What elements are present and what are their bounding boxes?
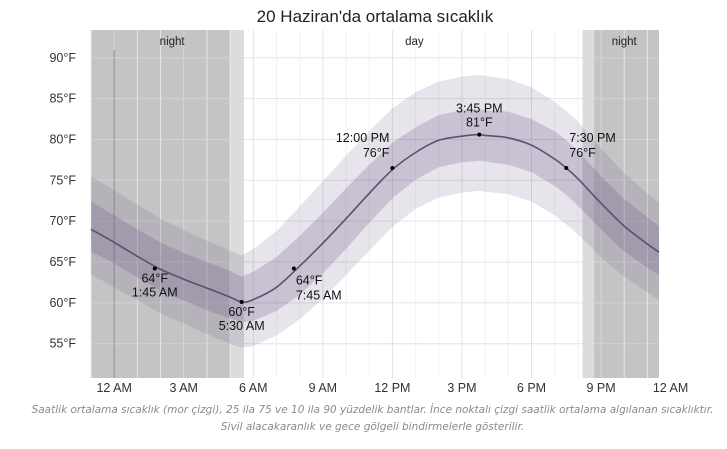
percentile-bands <box>91 74 659 348</box>
night-day-shading <box>91 30 659 378</box>
annotation-1-bottom: 5:30 AM <box>219 319 265 333</box>
xtick-label-6: 6 PM <box>517 381 546 395</box>
marker-2 <box>291 266 296 271</box>
annotation-5-bottom: 76°F <box>569 146 596 160</box>
gridlines <box>90 30 659 378</box>
night-shade-0 <box>91 30 240 378</box>
ytick-label-55: 55°F <box>49 337 76 351</box>
chart-title: 20 Haziran'da ortalama sıcaklık <box>257 7 494 26</box>
marker-1 <box>239 300 244 305</box>
twilight-shade-1 <box>582 30 595 378</box>
ytick-label-85: 85°F <box>49 92 76 106</box>
marker-5 <box>564 166 569 171</box>
xtick-label-5: 3 PM <box>447 381 476 395</box>
annotation-0-bottom: 1:45 AM <box>132 286 178 300</box>
xtick-label-3: 9 AM <box>309 381 338 395</box>
annotation-0-top: 64°F <box>141 272 168 286</box>
xtick-label-0: 12 AM <box>96 381 131 395</box>
marker-4 <box>477 132 482 137</box>
band-25-75 <box>91 109 659 323</box>
annotation-4-bottom: 81°F <box>466 116 493 130</box>
night-shade-2 <box>594 30 659 378</box>
temperature-chart: 20 Haziran'da ortalama sıcaklık 55°F 60°F… <box>49 7 688 395</box>
xtick-label-1: 3 AM <box>169 381 198 395</box>
xtick-label-8: 12 AM <box>653 381 688 395</box>
annotation-5-top: 7:30 PM <box>569 131 616 145</box>
annotation-3-top: 12:00 PM <box>336 131 390 145</box>
ytick-label-75: 75°F <box>49 173 76 187</box>
annotation-2-top: 64°F <box>296 274 323 288</box>
ytick-label-90: 90°F <box>49 51 76 65</box>
annotation-4-top: 3:45 PM <box>456 102 503 116</box>
ytick-label-60: 60°F <box>49 296 76 310</box>
annotation-1-top: 60°F <box>228 305 255 319</box>
period-label-2: night <box>612 36 638 48</box>
ytick-label-80: 80°F <box>49 132 76 146</box>
annotation-2-bottom: 7:45 AM <box>296 289 342 303</box>
xtick-label-2: 6 AM <box>239 381 268 395</box>
annotation-3-bottom: 76°F <box>363 146 390 160</box>
ytick-label-70: 70°F <box>49 214 76 228</box>
band-10-90 <box>91 74 659 348</box>
ytick-label-65: 65°F <box>49 255 76 269</box>
period-label-0: night <box>160 36 186 48</box>
twilight-shade-0 <box>230 30 245 378</box>
period-label-1: day <box>405 36 424 48</box>
marker-0 <box>152 266 157 271</box>
chart-caption: Saatlik ortalama sıcaklık (mor çizgi), 2… <box>31 404 714 433</box>
xtick-label-7: 9 PM <box>586 381 615 395</box>
marker-3 <box>390 166 395 171</box>
xtick-label-4: 12 PM <box>374 381 410 395</box>
axes: 55°F 60°F 65°F 70°F 75°F 80°F 85°F 90°F 12 AM 3 A… <box>49 36 688 395</box>
